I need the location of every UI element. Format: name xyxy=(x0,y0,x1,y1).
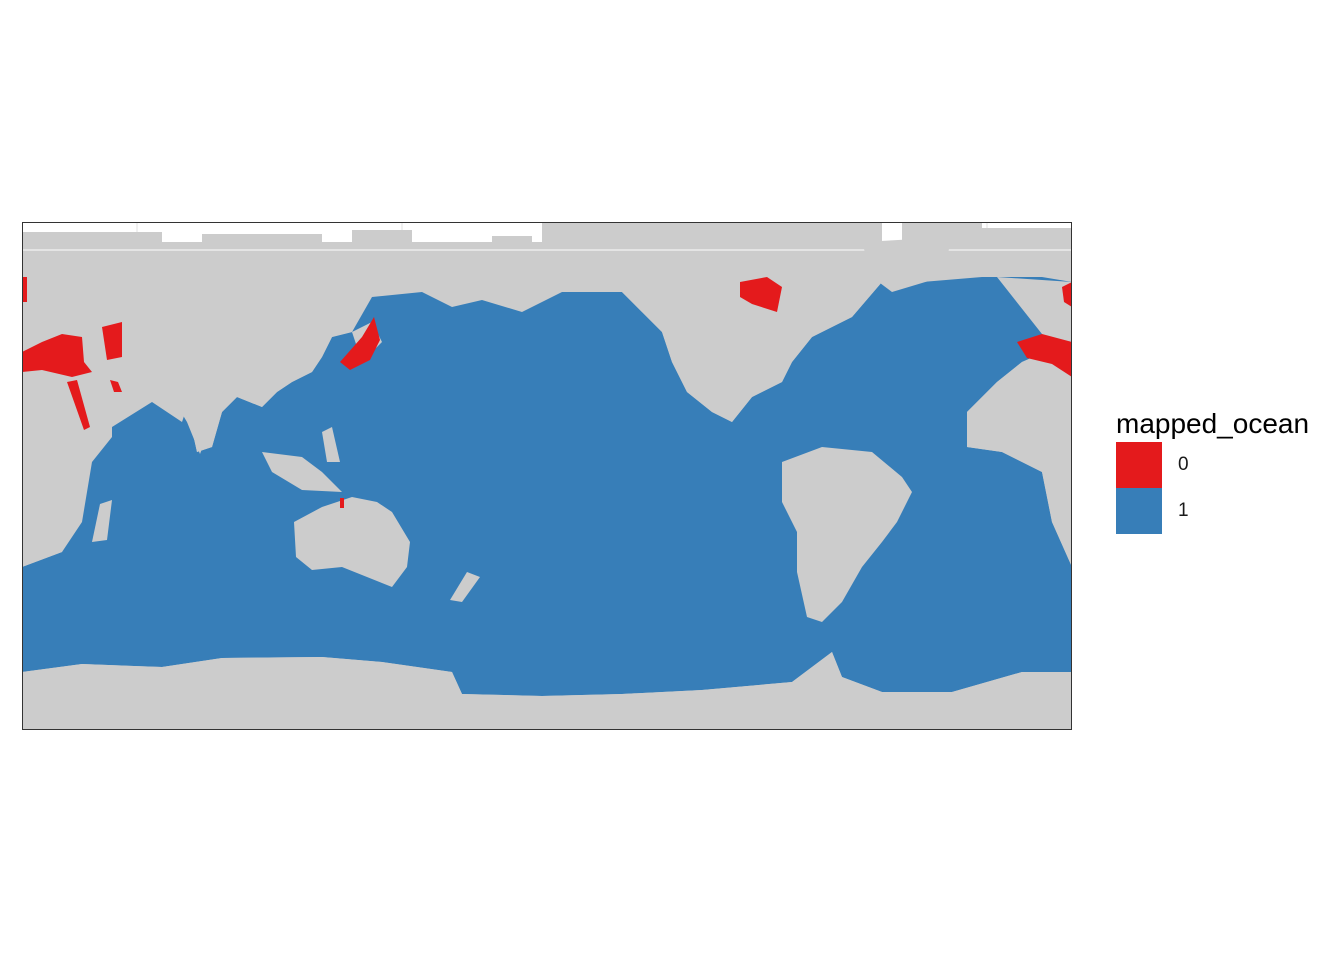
persian-gulf xyxy=(110,380,122,392)
world-map xyxy=(22,222,1072,730)
caspian-sea xyxy=(102,322,122,360)
hudson-bay xyxy=(740,277,782,312)
panel-border xyxy=(22,222,1072,730)
mediterranean xyxy=(1017,334,1072,377)
legend-item-0: 0 xyxy=(1116,442,1309,488)
continents xyxy=(22,237,1072,730)
black-sea-region xyxy=(22,277,27,302)
sea-of-japan xyxy=(340,317,380,370)
legend-title: mapped_ocean xyxy=(1116,408,1310,439)
legend-key-1 xyxy=(1116,488,1162,534)
legend-label-0: 0 xyxy=(1178,454,1189,475)
arctic-land xyxy=(22,222,1072,246)
caspian-region xyxy=(22,334,92,377)
red-sea xyxy=(67,380,90,430)
legend-label-1: 1 xyxy=(1178,500,1189,521)
arafura-strait xyxy=(340,498,344,508)
legend: mapped_ocean 0 1 xyxy=(1116,406,1309,534)
legend-key-0 xyxy=(1116,442,1162,488)
mapped-0-regions xyxy=(22,277,1072,508)
legend-item-1: 1 xyxy=(1116,488,1309,534)
map-panel xyxy=(22,222,1072,730)
baltic-sea xyxy=(1062,282,1072,307)
